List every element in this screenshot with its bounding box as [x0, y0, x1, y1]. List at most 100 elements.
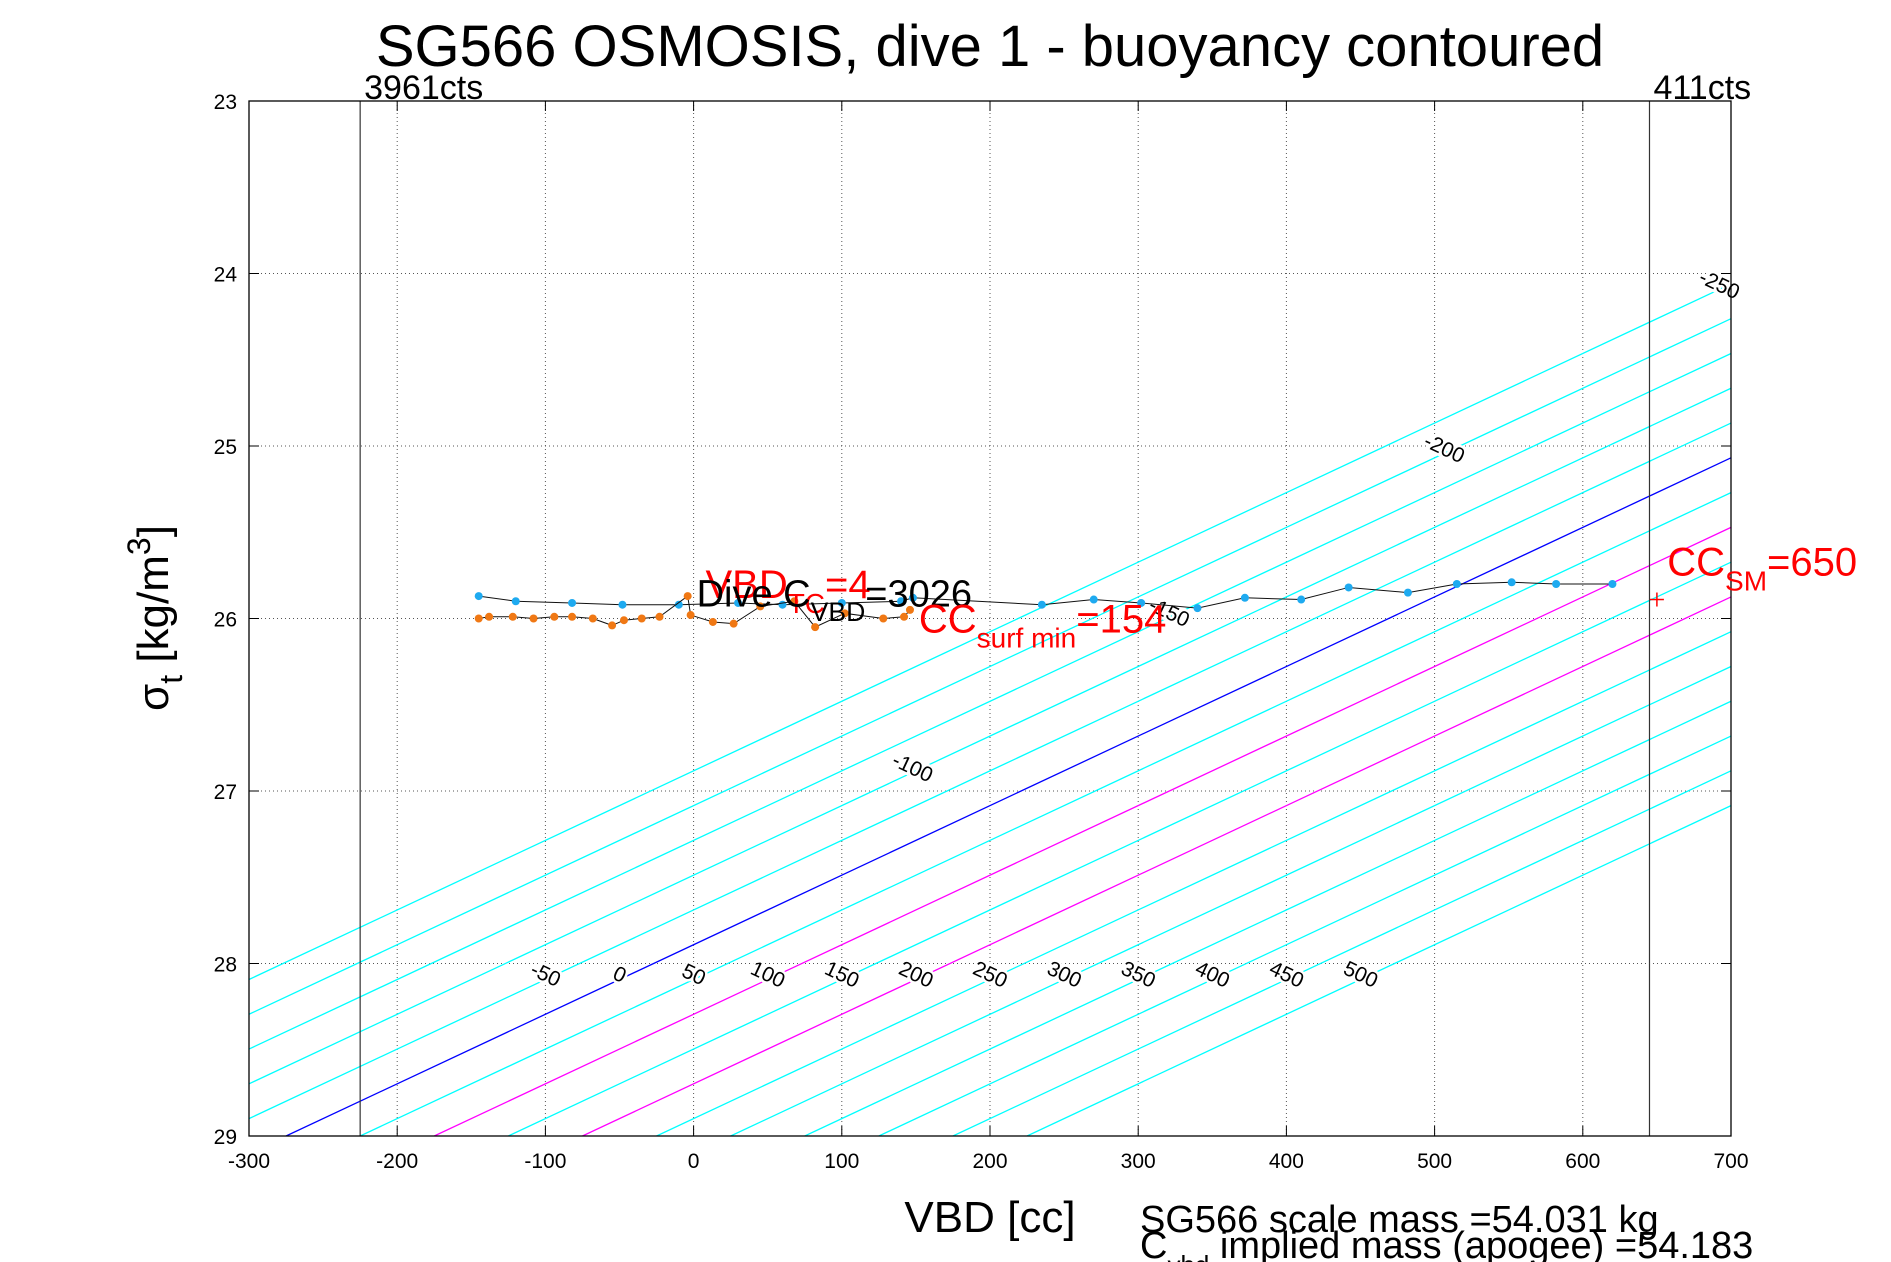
footer-scale-mass: SG566 scale mass =54.031 kg [1140, 1199, 1659, 1241]
contour-line [359, 491, 1731, 1136]
series-point [708, 617, 717, 626]
footer-c-rest: implied mass (apogee) =54.183 [1209, 1225, 1753, 1262]
series-point [1507, 578, 1516, 587]
series-point [474, 614, 483, 623]
series-point [756, 602, 765, 611]
series-point [619, 616, 628, 625]
contour-line [249, 422, 1731, 1120]
x-tick-label: 200 [972, 1150, 1007, 1173]
cc-sm-annotation: CCSM=650 [1667, 540, 1857, 596]
contour-line [249, 387, 1731, 1085]
footer-c-main: C [1140, 1225, 1167, 1262]
x-tick-label: -200 [376, 1150, 418, 1173]
contour-line [804, 700, 1731, 1136]
y-tick-label: 25 [214, 436, 237, 459]
contour-label-bottom: 500 [1340, 957, 1381, 993]
series-point [674, 600, 683, 609]
series-point [1137, 598, 1146, 607]
contour-label-bottom: 150 [821, 957, 862, 993]
series-point [588, 614, 597, 623]
series-point [1037, 600, 1046, 609]
series-point [734, 598, 743, 607]
x-tick-label: 400 [1269, 1150, 1304, 1173]
series-point [485, 612, 494, 621]
contour-line [249, 283, 1731, 981]
footer-implied-mass: Cvbd implied mass (apogee) =54.183 [1140, 1225, 1753, 1262]
contour-label-bottom: 400 [1192, 957, 1233, 993]
y-axis-label-sup: 3 [121, 537, 157, 555]
y-tick-label: 28 [214, 954, 237, 977]
series-point [1608, 580, 1617, 588]
vbd-tc-annotation-sub: TC [788, 588, 825, 619]
data-series [474, 578, 1617, 632]
contour-label-left: -200 [1420, 429, 1468, 468]
series-line [478, 595, 911, 628]
series-point [900, 612, 909, 621]
x-tick-label: -100 [524, 1150, 566, 1173]
buoyancy-contours [249, 283, 1731, 1136]
contour-label-bottom: 450 [1266, 957, 1307, 993]
contour-label-bottom: 300 [1043, 957, 1084, 993]
y-axis-label-close: ] [129, 525, 178, 537]
contour-label-bottom: 100 [747, 957, 788, 993]
series-point [683, 592, 692, 601]
contour-label-left: -250 [1695, 266, 1743, 305]
series-point [1552, 580, 1561, 588]
contour-line [582, 596, 1731, 1136]
y-axis-label-rest: [kg/m [129, 555, 178, 675]
series-point [637, 614, 646, 623]
contour-label-left: -100 [889, 749, 937, 788]
cc-sm-annotation-sub: SM [1725, 566, 1767, 597]
series-point [568, 612, 577, 621]
x-axis-label: VBD [cc] [904, 1193, 1075, 1242]
series-line [478, 581, 1613, 609]
contour-label-bottom: 200 [895, 957, 936, 993]
y-axis-label-main: σ [129, 684, 178, 711]
x-tick-label: 100 [824, 1150, 859, 1173]
dive-c-vbd-annotation-main: Dive C [697, 573, 811, 615]
chart-title: SG566 OSMOSIS, dive 1 - buoyancy contour… [376, 14, 1604, 79]
x-tick-label: 300 [1121, 1150, 1156, 1173]
series-point [1297, 595, 1306, 604]
contour-line [285, 457, 1731, 1136]
vbd-tc-annotation: VBDTC=4 [705, 563, 870, 619]
grid [249, 101, 1731, 1136]
series-point [474, 592, 483, 601]
footer-c-sub: vbd [1167, 1250, 1209, 1262]
contour-label-bottom: -50 [527, 958, 564, 992]
series-point [1193, 604, 1202, 613]
dive-c-vbd-annotation: Dive CVBD=3026 [697, 573, 972, 626]
axes: -300 -200 -100 0 100 200 300 400 500 600 700232425… [214, 91, 1749, 1173]
dive-c-vbd-annotation-value: =3026 [865, 573, 972, 615]
contour-line [433, 526, 1731, 1136]
contour-line [508, 561, 1731, 1136]
contour-label-bottom: 350 [1118, 957, 1159, 993]
contour-label-bottom: 0 [609, 962, 629, 988]
series-point [837, 598, 846, 607]
cc-sm-annotation-value: =650 [1767, 540, 1857, 584]
x-tick-label: 500 [1417, 1150, 1452, 1173]
series-point [618, 600, 627, 609]
vbd-tc-annotation-value: =4 [825, 563, 871, 607]
series-point [905, 605, 914, 614]
contour-line [249, 317, 1731, 1015]
contour-line [656, 630, 1731, 1136]
series-point [529, 614, 538, 623]
series-point [655, 612, 664, 621]
y-tick-label: 23 [214, 91, 237, 114]
series-point [729, 619, 738, 628]
y-tick-label: 29 [214, 1126, 237, 1149]
series-point [1344, 583, 1353, 592]
y-tick-label: 24 [214, 264, 238, 287]
series-point [508, 612, 517, 621]
contour-label-bottom: 50 [678, 959, 709, 990]
series-point [550, 612, 559, 621]
series-point [790, 597, 799, 606]
series-point [879, 614, 888, 623]
dive-c-vbd-annotation-sub: VBD [811, 597, 866, 627]
series-point [686, 611, 695, 620]
x-tick-label: 700 [1713, 1150, 1748, 1173]
x-tick-label: -300 [228, 1150, 270, 1173]
cc-surf-min-annotation: CCsurf min=154 [919, 597, 1166, 653]
